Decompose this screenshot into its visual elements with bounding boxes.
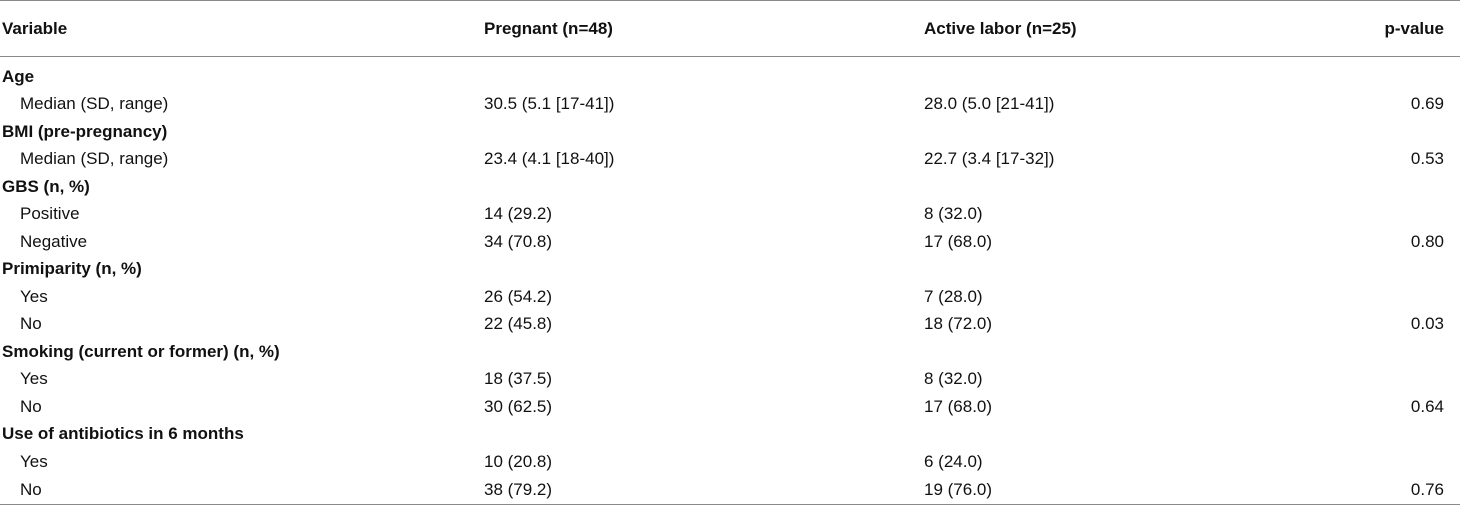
cell-pvalue	[1362, 283, 1460, 311]
table-row: Negative 34 (70.8) 17 (68.0) 0.80	[0, 228, 1460, 256]
table-row: No 30 (62.5) 17 (68.0) 0.64	[0, 393, 1460, 421]
table-row: No 38 (79.2) 19 (76.0) 0.76	[0, 475, 1460, 505]
cell-pregnant: 10 (20.8)	[484, 451, 553, 471]
row-label: No	[20, 396, 42, 416]
cell-pregnant: 23.4 (4.1 [18-40])	[484, 149, 615, 169]
header-active-labor: Active labor (n=25)	[922, 0, 1362, 57]
cell-pregnant: 38 (79.2)	[482, 475, 922, 505]
header-row: Variable Pregnant (n=48) Active labor (n…	[0, 0, 1460, 57]
cell-pregnant: 26 (54.2)	[484, 286, 553, 306]
section-title: BMI (pre-pregnancy)	[2, 121, 168, 141]
cell-pvalue	[1362, 448, 1460, 476]
table-row: Positive 14 (29.2) 8 (32.0)	[0, 201, 1460, 229]
cell-active-labor: 22.7 (3.4 [17-32])	[924, 149, 1055, 169]
cell-pvalue	[1362, 201, 1460, 229]
row-label: No	[0, 475, 482, 505]
table-row: Median (SD, range) 23.4 (4.1 [18-40]) 22…	[0, 146, 1460, 174]
section-title: Use of antibiotics in 6 months	[2, 424, 244, 444]
cell-pvalue	[1362, 366, 1460, 394]
cell-pvalue: 0.76	[1362, 475, 1460, 505]
section-row-gbs: GBS (n, %)	[0, 173, 1460, 201]
section-row-smoking: Smoking (current or former) (n, %)	[0, 338, 1460, 366]
section-row-age: Age	[0, 63, 1460, 91]
cell-pregnant: 22 (45.8)	[484, 314, 553, 334]
table-row: Yes 26 (54.2) 7 (28.0)	[0, 283, 1460, 311]
section-row-bmi: BMI (pre-pregnancy)	[0, 118, 1460, 146]
section-title: GBS (n, %)	[2, 176, 90, 196]
cell-pvalue: 0.53	[1410, 149, 1444, 169]
cell-pvalue: 0.69	[1410, 94, 1444, 114]
header-pregnant: Pregnant (n=48)	[482, 0, 922, 57]
cell-active-labor: 6 (24.0)	[924, 451, 983, 471]
cell-pregnant: 30.5 (5.1 [17-41])	[484, 94, 615, 114]
cell-active-labor: 17 (68.0)	[924, 396, 993, 416]
cell-active-labor: 7 (28.0)	[924, 286, 983, 306]
row-label: Median (SD, range)	[20, 94, 169, 114]
cell-active-labor: 18 (72.0)	[924, 314, 993, 334]
table-body: Age Median (SD, range) 30.5 (5.1 [17-41]…	[0, 57, 1460, 505]
row-label: No	[20, 314, 42, 334]
cell-pvalue: 0.64	[1410, 396, 1444, 416]
table-row: Median (SD, range) 30.5 (5.1 [17-41]) 28…	[0, 91, 1460, 119]
row-label: Positive	[20, 204, 80, 224]
cell-pvalue: 0.80	[1410, 231, 1444, 251]
row-label: Yes	[20, 286, 48, 306]
section-title: Smoking (current or former) (n, %)	[2, 341, 280, 361]
cell-pregnant: 30 (62.5)	[484, 396, 553, 416]
section-title: Age	[2, 66, 35, 86]
cell-active-labor: 19 (76.0)	[922, 475, 1362, 505]
section-title: Primiparity (n, %)	[2, 259, 142, 279]
header-variable: Variable	[0, 0, 482, 57]
cell-active-labor: 28.0 (5.0 [21-41])	[924, 94, 1055, 114]
section-row-antibiotics: Use of antibiotics in 6 months	[0, 421, 1460, 449]
header-pvalue: p-value	[1362, 0, 1460, 57]
cell-active-labor: 8 (32.0)	[924, 369, 983, 389]
table-row: Yes 18 (37.5) 8 (32.0)	[0, 366, 1460, 394]
cell-active-labor: 8 (32.0)	[924, 204, 983, 224]
table-header: Variable Pregnant (n=48) Active labor (n…	[0, 0, 1460, 57]
row-label: Yes	[20, 369, 48, 389]
row-label: Yes	[20, 451, 48, 471]
cell-pvalue: 0.03	[1410, 314, 1444, 334]
table-row: Yes 10 (20.8) 6 (24.0)	[0, 448, 1460, 476]
cell-active-labor: 17 (68.0)	[924, 231, 993, 251]
row-label: Median (SD, range)	[20, 149, 169, 169]
cell-pregnant: 14 (29.2)	[484, 204, 553, 224]
cell-pregnant: 34 (70.8)	[484, 231, 553, 251]
table-row: No 22 (45.8) 18 (72.0) 0.03	[0, 311, 1460, 339]
section-row-primiparity: Primiparity (n, %)	[0, 256, 1460, 284]
cell-pregnant: 18 (37.5)	[484, 369, 553, 389]
row-label: Negative	[20, 231, 88, 251]
